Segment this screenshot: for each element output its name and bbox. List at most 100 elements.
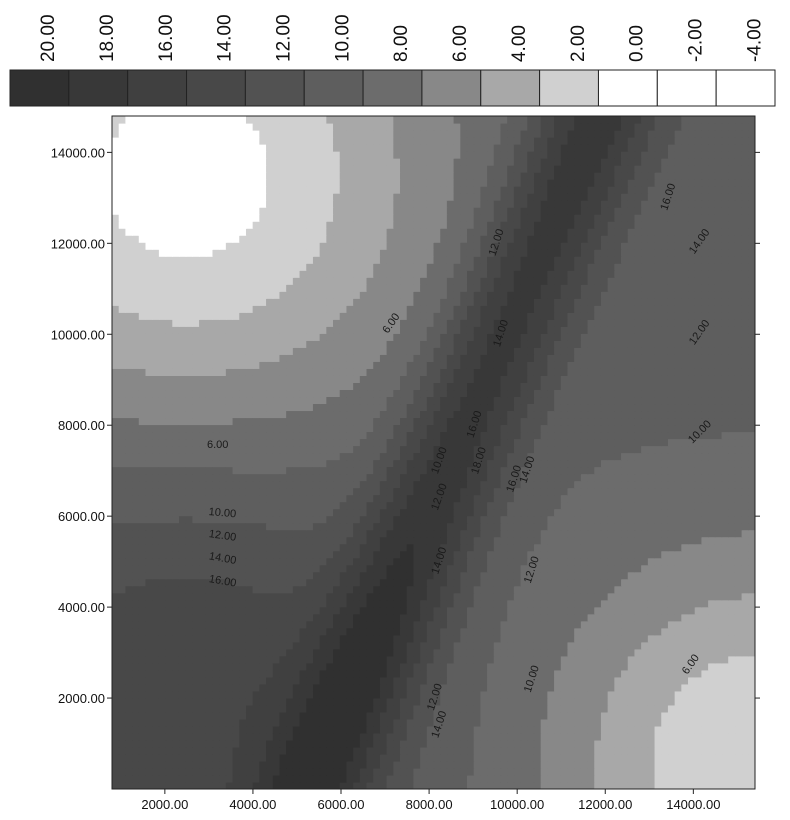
contour-cell (714, 669, 723, 678)
contour-cell (681, 445, 689, 454)
contour-cell (172, 669, 180, 678)
contour-cell (272, 585, 281, 594)
contour-cell (386, 571, 394, 580)
contour-cell (118, 445, 126, 454)
contour-cell (279, 669, 287, 678)
contour-cell (178, 669, 187, 678)
contour-cell (533, 557, 542, 566)
contour-cell (212, 739, 220, 748)
contour-cell (540, 487, 548, 496)
contour-cell (621, 431, 629, 440)
contour-cell (259, 655, 267, 664)
contour-cell (185, 557, 193, 566)
contour-cell (654, 564, 662, 573)
contour-cell (346, 662, 354, 671)
contour-cell (493, 704, 502, 713)
contour-cell (125, 431, 133, 440)
contour-cell (292, 466, 301, 475)
contour-cell (426, 711, 435, 720)
contour-cell (279, 641, 287, 650)
contour-cell (145, 648, 153, 657)
contour-cell (132, 669, 140, 678)
contour-cell (621, 473, 629, 482)
contour-cell (641, 557, 649, 566)
contour-cell (708, 578, 716, 587)
contour-cell (734, 494, 743, 503)
contour-cell (359, 781, 368, 789)
contour-cell (567, 487, 575, 496)
contour-cell (607, 781, 615, 789)
contour-cell (232, 578, 240, 587)
contour-cell (279, 606, 287, 615)
contour-cell (453, 487, 461, 496)
contour-cell (286, 501, 294, 510)
contour-cell (728, 564, 736, 573)
contour-cell (145, 529, 153, 538)
contour-cell (748, 578, 755, 587)
contour-cell (400, 704, 408, 713)
contour-cell (748, 515, 755, 524)
contour-cell (527, 599, 535, 608)
contour-cell (627, 508, 636, 517)
contour-cell (520, 767, 528, 776)
contour-cell (212, 557, 220, 566)
contour-cell (533, 592, 542, 601)
colorbar-tick-label: -2.00 (685, 19, 706, 62)
contour-cell (741, 564, 749, 573)
contour-cell (420, 529, 428, 538)
contour-cell (406, 564, 415, 573)
contour-cell (453, 543, 461, 552)
contour-cell (339, 501, 348, 510)
contour-cell (353, 697, 361, 706)
contour-cell (225, 648, 234, 657)
contour-cell (165, 564, 173, 573)
contour-cell (118, 431, 126, 440)
contour-cell (158, 564, 167, 573)
contour-cell (192, 578, 200, 587)
contour-cell (165, 599, 173, 608)
contour-cell (734, 690, 743, 699)
contour-cell (674, 431, 682, 440)
contour-cell (533, 676, 542, 685)
contour-cell (734, 767, 743, 776)
contour-cell (279, 690, 287, 699)
contour-cell (165, 781, 173, 789)
contour-cell (112, 690, 120, 699)
contour-cell (533, 732, 542, 741)
contour-cell (192, 501, 200, 510)
contour-cell (353, 445, 361, 454)
contour-cell (560, 690, 569, 699)
contour-cell (333, 438, 341, 447)
contour-cell (440, 592, 448, 601)
contour-cell (446, 753, 455, 762)
contour-cell (446, 557, 455, 566)
contour-cell (192, 704, 200, 713)
contour-cell (185, 501, 193, 510)
contour-cell (366, 480, 374, 489)
contour-cell (192, 473, 200, 482)
contour-cell (145, 690, 153, 699)
contour-cell (259, 697, 267, 706)
contour-cell (480, 704, 488, 713)
contour-cell (225, 655, 234, 664)
contour-cell (614, 739, 622, 748)
contour-cell (172, 438, 180, 447)
contour-cell (614, 613, 622, 622)
contour-cell (393, 466, 401, 475)
contour-cell (694, 494, 703, 503)
contour-cell (353, 634, 361, 643)
contour-cell (426, 732, 435, 741)
contour-cell (554, 641, 562, 650)
contour-cell (373, 753, 381, 762)
contour-cell (473, 739, 481, 748)
contour-cell (688, 697, 696, 706)
contour-cell (259, 662, 267, 671)
contour-cell (641, 718, 649, 727)
contour-cell (654, 501, 662, 510)
contour-cell (574, 431, 582, 440)
contour-cell (734, 459, 743, 468)
contour-cell (560, 473, 569, 482)
contour-cell (748, 494, 755, 503)
contour-cell (266, 697, 274, 706)
